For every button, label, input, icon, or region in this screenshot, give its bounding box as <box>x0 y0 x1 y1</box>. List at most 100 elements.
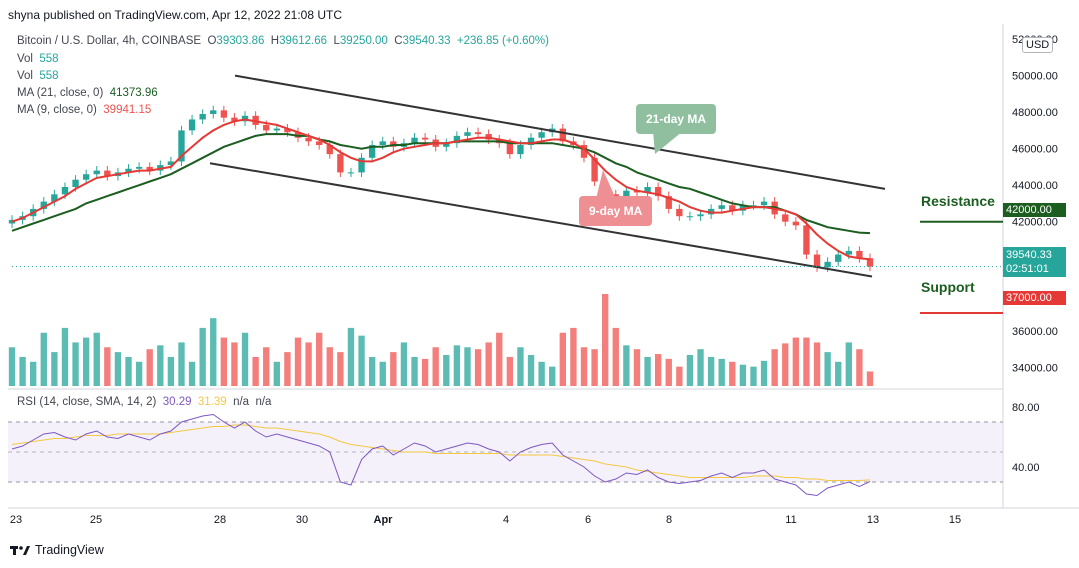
ma21-line <box>11 133 871 235</box>
candle-body <box>51 194 58 202</box>
volume-bar <box>591 349 598 386</box>
candle-body <box>421 137 429 140</box>
time-tick-label: 8 <box>666 514 672 526</box>
volume-bar <box>82 337 90 386</box>
volume-bar <box>443 355 450 386</box>
time-tick-label: 11 <box>785 514 796 526</box>
tradingview-brand[interactable]: TradingView <box>10 543 104 557</box>
volume-bar <box>220 337 228 386</box>
volume-bar <box>760 360 768 386</box>
volume-bar <box>72 342 79 386</box>
volume-bar <box>30 361 37 386</box>
candle-body <box>718 205 725 209</box>
candle-body <box>538 132 545 138</box>
candle-body <box>125 168 132 173</box>
volume-bar <box>549 366 556 386</box>
price-tick-label: 48000.00 <box>1012 107 1058 119</box>
candle-body <box>612 194 619 197</box>
volume-bar <box>411 356 418 386</box>
currency-badge[interactable]: USD <box>1022 37 1054 53</box>
candle-body <box>326 145 333 155</box>
volume-legend-2: Vol 558 <box>17 70 59 82</box>
candle-body <box>347 172 355 174</box>
candle-body <box>527 137 535 146</box>
candle-body <box>792 221 800 226</box>
volume-bar <box>379 361 386 386</box>
volume-bar <box>485 342 492 386</box>
time-tick-label: Apr <box>374 514 394 526</box>
rsi-tick-label: 80.00 <box>1012 402 1040 414</box>
candle-body <box>665 196 672 209</box>
candle-body <box>358 157 365 173</box>
channel-upper-line <box>234 74 886 190</box>
volume-bar <box>517 347 524 386</box>
candle-body <box>146 166 153 171</box>
tradingview-logo-icon <box>10 546 30 555</box>
volume-bar <box>347 327 355 386</box>
candle-body <box>178 130 185 162</box>
volume-bar <box>19 356 26 386</box>
close-value: 39540.33 <box>402 35 451 47</box>
volume-bar <box>718 358 725 386</box>
volume-bar <box>337 352 344 386</box>
volume-bar <box>866 371 874 386</box>
volume-bar <box>803 337 810 386</box>
volume-bar <box>199 327 206 386</box>
candle-body <box>506 143 514 155</box>
candle-body <box>104 170 111 177</box>
volume-bar <box>188 361 196 386</box>
time-tick-label: 15 <box>949 514 961 526</box>
last-price-box: 39540.33 02:51:01 <box>1003 247 1066 277</box>
volume-bar <box>612 327 619 386</box>
candle-body <box>559 128 566 142</box>
ma9-line <box>11 118 871 261</box>
price-tick-label: 34000.00 <box>1012 363 1058 375</box>
channel-lower-line <box>209 162 873 278</box>
high-value: 39612.66 <box>279 35 328 47</box>
candle-body <box>517 145 524 155</box>
time-tick-label: 25 <box>90 514 102 526</box>
candle-body <box>368 145 376 158</box>
time-axis[interactable]: 23 25 28 30 Apr 4 6 8 11 13 15 <box>10 514 961 526</box>
volume-bar <box>729 361 736 386</box>
symbol-legend: Bitcoin / U.S. Dollar, 4h, COINBASE O393… <box>17 35 549 47</box>
volume-bar <box>474 349 482 386</box>
volume-bar <box>697 349 704 386</box>
volume-bar <box>538 361 545 386</box>
footer-brand: TradingView <box>35 543 104 557</box>
time-tick-label: 30 <box>296 514 308 526</box>
candle-body <box>782 214 789 222</box>
candle-body <box>284 128 291 133</box>
volume-bar <box>570 327 577 386</box>
candle-body <box>411 137 418 144</box>
volume-bars <box>8 294 874 386</box>
ma21-callout: 21-day MA <box>636 104 717 134</box>
volume-bar <box>782 343 789 386</box>
volume-bar <box>305 342 312 386</box>
price-tick-label: 50000.00 <box>1012 71 1058 83</box>
candle-body <box>199 113 206 120</box>
candle-body <box>220 110 228 118</box>
support-price-box: 37000.00 <box>1003 291 1066 305</box>
ma9-legend: MA (9, close, 0) 39941.15 <box>17 104 152 116</box>
candle-body <box>61 187 69 195</box>
volume-bar <box>506 356 514 386</box>
volume-bar <box>771 349 778 386</box>
volume-bar <box>813 342 821 386</box>
volume-bar <box>686 355 694 386</box>
volume-bar <box>580 347 588 386</box>
volume-bar <box>464 347 471 386</box>
volume-bar <box>739 364 747 386</box>
candle-body <box>729 205 736 211</box>
candle-body <box>750 205 757 207</box>
volume-bar <box>792 337 800 386</box>
volume-bar <box>559 332 566 386</box>
volume-bar <box>263 347 270 386</box>
price-tick-label: 46000.00 <box>1012 144 1058 156</box>
volume-bar <box>421 358 429 386</box>
candle-body <box>263 124 270 131</box>
volume-bar <box>114 352 122 386</box>
candle-body <box>464 132 471 136</box>
volume-bar <box>294 337 302 386</box>
